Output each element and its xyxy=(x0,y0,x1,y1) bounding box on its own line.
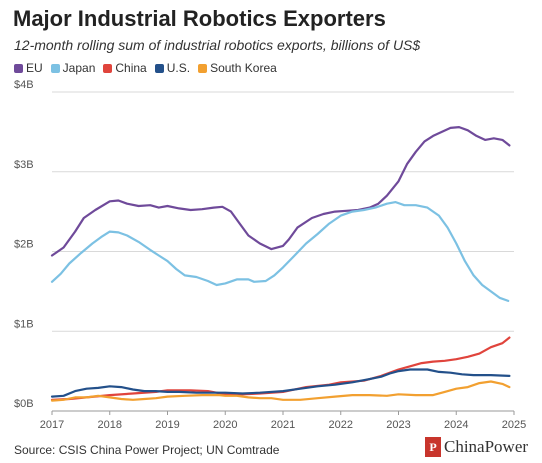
legend-label-japan: Japan xyxy=(62,61,96,75)
legend-swatch-us xyxy=(154,63,164,73)
legend-swatch-south-korea xyxy=(198,63,208,73)
brand-logo: P ChinaPower xyxy=(425,437,528,457)
x-tick-label-5: 2022 xyxy=(329,419,353,431)
chart-subtitle: 12-month rolling sum of industrial robot… xyxy=(14,37,421,53)
y-tick-label-2: $2B xyxy=(14,239,34,251)
x-tick-label-2: 2019 xyxy=(155,419,179,431)
x-tick-label-1: 2018 xyxy=(98,419,122,431)
legend-item-japan: Japan xyxy=(50,61,96,75)
x-tick-label-6: 2023 xyxy=(386,419,410,431)
y-tick-label-4: $4B xyxy=(14,79,34,91)
legend-label-south-korea: South Korea xyxy=(210,61,277,75)
x-tick-label-8: 2025 xyxy=(502,419,526,431)
x-tick-label-0: 2017 xyxy=(40,419,64,431)
legend-label-us: U.S. xyxy=(166,61,191,75)
y-tick-label-0: $0B xyxy=(14,398,34,410)
series-line-japan xyxy=(50,201,510,302)
y-tick-label-1: $1B xyxy=(14,318,34,330)
y-tick-label-3: $3B xyxy=(14,159,34,171)
series-line-u-s xyxy=(50,368,511,398)
source-note: Source: CSIS China Power Project; UN Com… xyxy=(14,443,280,457)
legend-item-us: U.S. xyxy=(154,61,191,75)
legend-swatch-eu xyxy=(14,63,23,73)
legend-label-eu: EU xyxy=(26,61,43,75)
x-tick-label-4: 2021 xyxy=(271,419,295,431)
series-line-eu xyxy=(50,126,511,257)
chart-title: Major Industrial Robotics Exporters xyxy=(13,6,386,31)
x-tick-label-7: 2024 xyxy=(444,419,468,431)
legend: EU Japan China U.S. South Korea xyxy=(14,60,285,76)
legend-swatch-japan xyxy=(50,63,60,73)
legend-swatch-china xyxy=(103,63,113,73)
x-tick-label-3: 2020 xyxy=(213,419,237,431)
chinapower-logo-icon: P xyxy=(425,437,441,457)
brand-name: ChinaPower xyxy=(444,437,529,456)
legend-item-south-korea: South Korea xyxy=(198,61,277,75)
series-line-south-korea xyxy=(50,380,511,402)
legend-item-china: China xyxy=(103,61,147,75)
legend-item-eu: EU xyxy=(14,61,43,75)
legend-label-china: China xyxy=(115,61,147,75)
